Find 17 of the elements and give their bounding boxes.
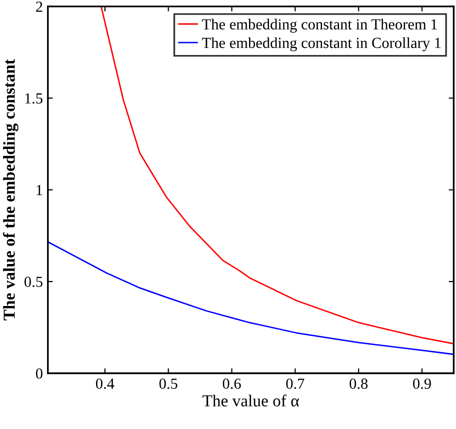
x-tick-label: 0.6 (222, 378, 241, 389)
line-series (48, 241, 454, 356)
x-tick-label: 0.4 (96, 378, 114, 389)
x-tick-label: 0.9 (413, 378, 431, 389)
y-tick-label: 0.5 (24, 276, 42, 288)
x-axis-title: The value of α (202, 394, 299, 406)
line-series (100, 6, 454, 344)
y-tick-label: 2 (36, 2, 42, 12)
y-tick-label: 1.5 (25, 93, 42, 104)
y-axis-title: The value of the embedding constant (2, 59, 18, 320)
x-tick-label: 0.5 (159, 378, 178, 389)
y-tick-label: 1 (36, 185, 42, 196)
legend-label: The embedding constant in Corollary 1 (202, 37, 441, 52)
x-tick-label: 0.8 (350, 378, 368, 389)
y-tick-label: 0 (36, 368, 42, 379)
legend-label: The embedding constant in Theorem 1 (202, 18, 437, 33)
x-tick-label: 0.7 (286, 378, 304, 389)
